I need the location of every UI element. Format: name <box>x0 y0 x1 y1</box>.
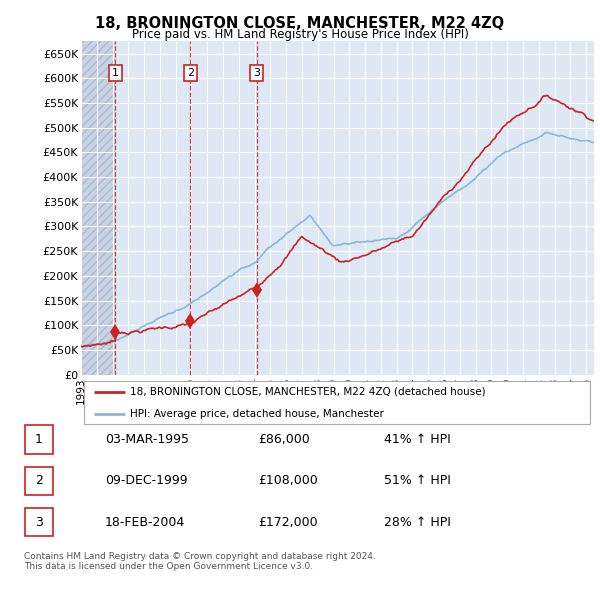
Text: Contains HM Land Registry data © Crown copyright and database right 2024.
This d: Contains HM Land Registry data © Crown c… <box>24 552 376 571</box>
Text: 41% ↑ HPI: 41% ↑ HPI <box>384 433 451 446</box>
FancyBboxPatch shape <box>83 381 590 424</box>
Text: 18-FEB-2004: 18-FEB-2004 <box>105 516 185 529</box>
Text: 1: 1 <box>35 433 43 446</box>
Bar <box>81 41 115 375</box>
Text: Price paid vs. HM Land Registry's House Price Index (HPI): Price paid vs. HM Land Registry's House … <box>131 28 469 41</box>
Text: 18, BRONINGTON CLOSE, MANCHESTER, M22 4ZQ (detached house): 18, BRONINGTON CLOSE, MANCHESTER, M22 4Z… <box>130 387 485 397</box>
Text: 3: 3 <box>35 516 43 529</box>
Bar <box>81 41 115 375</box>
Text: 03-MAR-1995: 03-MAR-1995 <box>105 433 189 446</box>
Text: 2: 2 <box>35 474 43 487</box>
Text: 18, BRONINGTON CLOSE, MANCHESTER, M22 4ZQ: 18, BRONINGTON CLOSE, MANCHESTER, M22 4Z… <box>95 16 505 31</box>
Text: 2: 2 <box>187 68 194 78</box>
Text: 51% ↑ HPI: 51% ↑ HPI <box>384 474 451 487</box>
Text: HPI: Average price, detached house, Manchester: HPI: Average price, detached house, Manc… <box>130 409 383 419</box>
Text: 09-DEC-1999: 09-DEC-1999 <box>105 474 188 487</box>
Text: £86,000: £86,000 <box>258 433 310 446</box>
Text: £108,000: £108,000 <box>258 474 318 487</box>
Text: 3: 3 <box>253 68 260 78</box>
Text: 28% ↑ HPI: 28% ↑ HPI <box>384 516 451 529</box>
Text: £172,000: £172,000 <box>258 516 317 529</box>
Text: 1: 1 <box>112 68 119 78</box>
